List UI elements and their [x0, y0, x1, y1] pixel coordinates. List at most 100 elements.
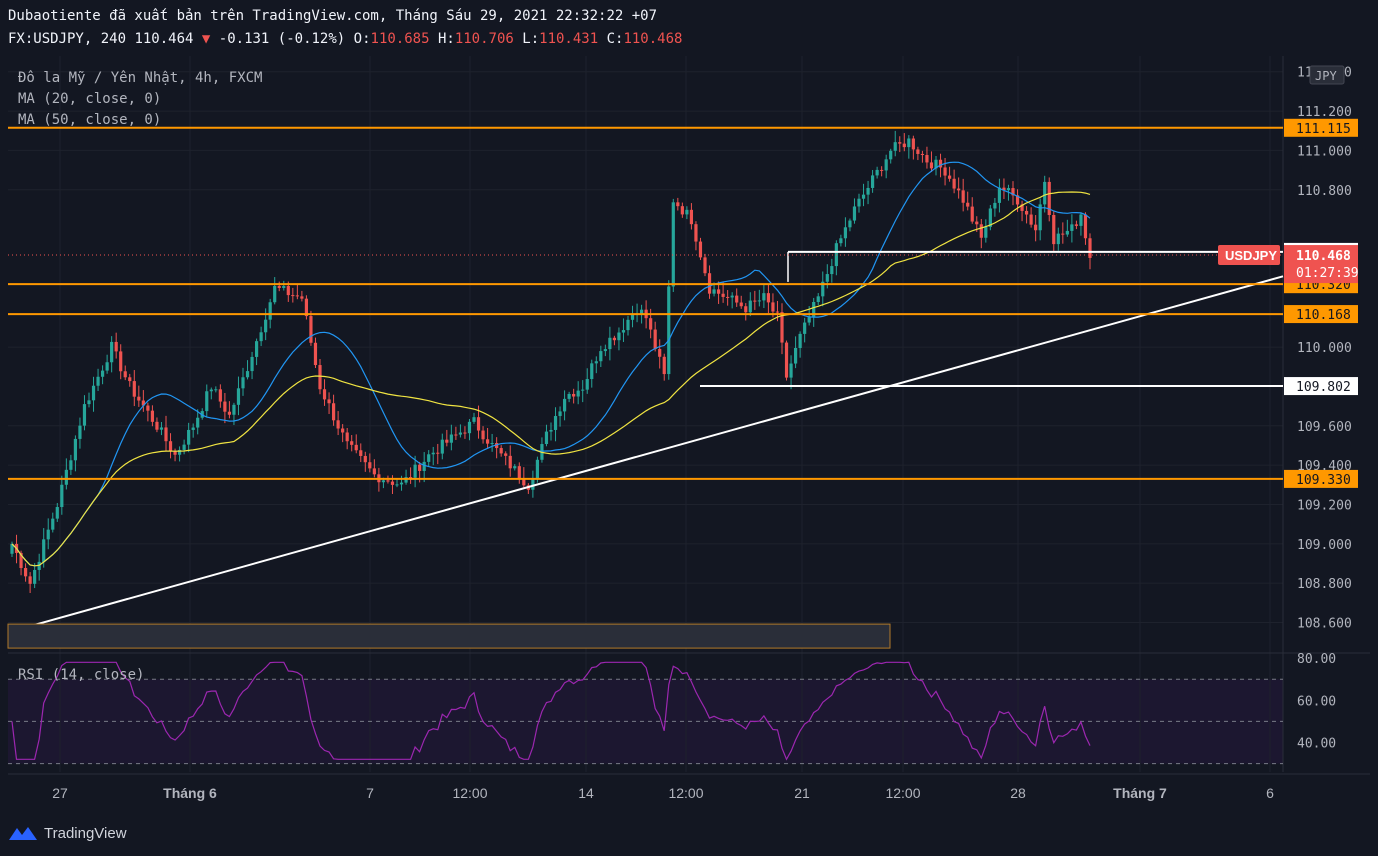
candle-body — [979, 224, 983, 238]
candle-body — [712, 289, 716, 294]
candle-body — [716, 289, 721, 294]
candle-body — [431, 452, 435, 455]
candle-body — [295, 295, 299, 297]
high-value: 110.706 — [454, 31, 514, 47]
time-tick: Tháng 7 — [1113, 785, 1167, 801]
candle-body — [608, 337, 612, 350]
ma20-line — [11, 161, 1091, 567]
candle-body — [427, 454, 431, 462]
candle-body — [300, 296, 304, 299]
candle-body — [223, 401, 227, 412]
candle-body — [1006, 188, 1011, 191]
candle-body — [408, 477, 413, 479]
tradingview-logo[interactable]: TradingView — [8, 822, 127, 844]
symbol-label[interactable]: FX:USDJPY, 240 — [8, 31, 127, 47]
candle-body — [866, 187, 870, 195]
time-tick: 12:00 — [668, 785, 703, 801]
candle-body — [209, 389, 213, 392]
candle-body — [291, 295, 295, 297]
candle-body — [304, 298, 309, 317]
candle-body — [395, 484, 399, 486]
time-tick: 21 — [794, 785, 810, 801]
candle-body — [232, 404, 236, 415]
candle-body — [264, 319, 268, 333]
candle-body — [748, 300, 752, 313]
low-value: 110.431 — [539, 31, 599, 47]
candle-body — [78, 425, 82, 439]
candle-body — [744, 306, 748, 313]
candle-body — [762, 293, 766, 301]
open-value: 110.685 — [370, 31, 430, 47]
legend-ma20[interactable]: MA (20, close, 0) — [18, 91, 162, 107]
time-tick: 28 — [1010, 785, 1026, 801]
high-label: H: — [437, 31, 455, 47]
candle-body — [504, 453, 508, 456]
brand-name: TradingView — [44, 824, 127, 842]
candle-body — [422, 461, 426, 471]
candle-body — [1047, 181, 1051, 216]
candle-body — [254, 341, 259, 357]
low-label: L: — [522, 31, 540, 47]
candle-body — [196, 417, 200, 428]
candle-body — [735, 295, 739, 303]
candle-body — [952, 178, 956, 189]
candle-body — [812, 301, 816, 318]
candle-body — [245, 371, 250, 378]
candle-body — [96, 376, 100, 386]
current-price-value: 110.468 — [1296, 249, 1351, 264]
legend-title[interactable]: Đô la Mỹ / Yên Nhật, 4h, FXCM — [18, 70, 263, 86]
candle-body — [454, 434, 458, 436]
candle-body — [993, 202, 997, 209]
candle-body — [821, 281, 825, 297]
candle-body — [372, 468, 376, 475]
candle-body — [997, 187, 1002, 203]
candle-body — [775, 311, 780, 313]
candle-body — [789, 363, 793, 378]
open-label: O: — [353, 31, 371, 47]
symbol-tag: USDJPY — [1225, 248, 1277, 263]
candle-body — [793, 348, 798, 364]
candle-body — [368, 462, 372, 469]
candle-body — [698, 241, 703, 258]
candle-body — [1029, 214, 1033, 225]
candle-body — [413, 464, 417, 478]
candle-body — [241, 377, 245, 389]
candle-body — [1024, 210, 1029, 215]
candle-body — [476, 417, 481, 431]
candle-body — [187, 429, 191, 445]
candle-body — [771, 302, 775, 312]
time-tick: Tháng 6 — [163, 785, 217, 801]
candle-body — [1002, 187, 1006, 191]
candle-body — [331, 403, 336, 421]
candle-body — [920, 153, 925, 156]
candle-body — [282, 286, 286, 289]
candle-body — [390, 481, 395, 485]
candle-body — [309, 316, 313, 343]
candle-body — [1088, 238, 1092, 258]
legend-ma50[interactable]: MA (50, close, 0) — [18, 112, 162, 128]
level-label-bg — [1284, 305, 1358, 324]
candle-body — [970, 206, 974, 222]
candle-body — [436, 452, 440, 454]
candle-body — [467, 421, 472, 434]
candle-body — [1083, 214, 1088, 239]
candle-body — [105, 362, 109, 371]
price-tick: 110.000 — [1297, 341, 1352, 356]
candle-body — [1020, 204, 1024, 211]
price-tick: 109.600 — [1297, 420, 1352, 435]
candle-body — [218, 389, 222, 402]
candle-body — [100, 370, 105, 377]
candle-body — [947, 175, 952, 179]
price-tick: 111.200 — [1297, 105, 1352, 120]
candle-body — [359, 450, 363, 456]
legend-rsi[interactable]: RSI (14, close) — [18, 667, 145, 683]
candle-body — [55, 507, 59, 519]
candle-body — [870, 175, 875, 188]
candle-body — [884, 159, 888, 171]
candle-body — [110, 341, 114, 363]
candle-body — [907, 138, 911, 148]
candle-body — [1052, 215, 1056, 245]
candle-body — [880, 169, 884, 171]
price-tick: 109.400 — [1297, 459, 1352, 474]
